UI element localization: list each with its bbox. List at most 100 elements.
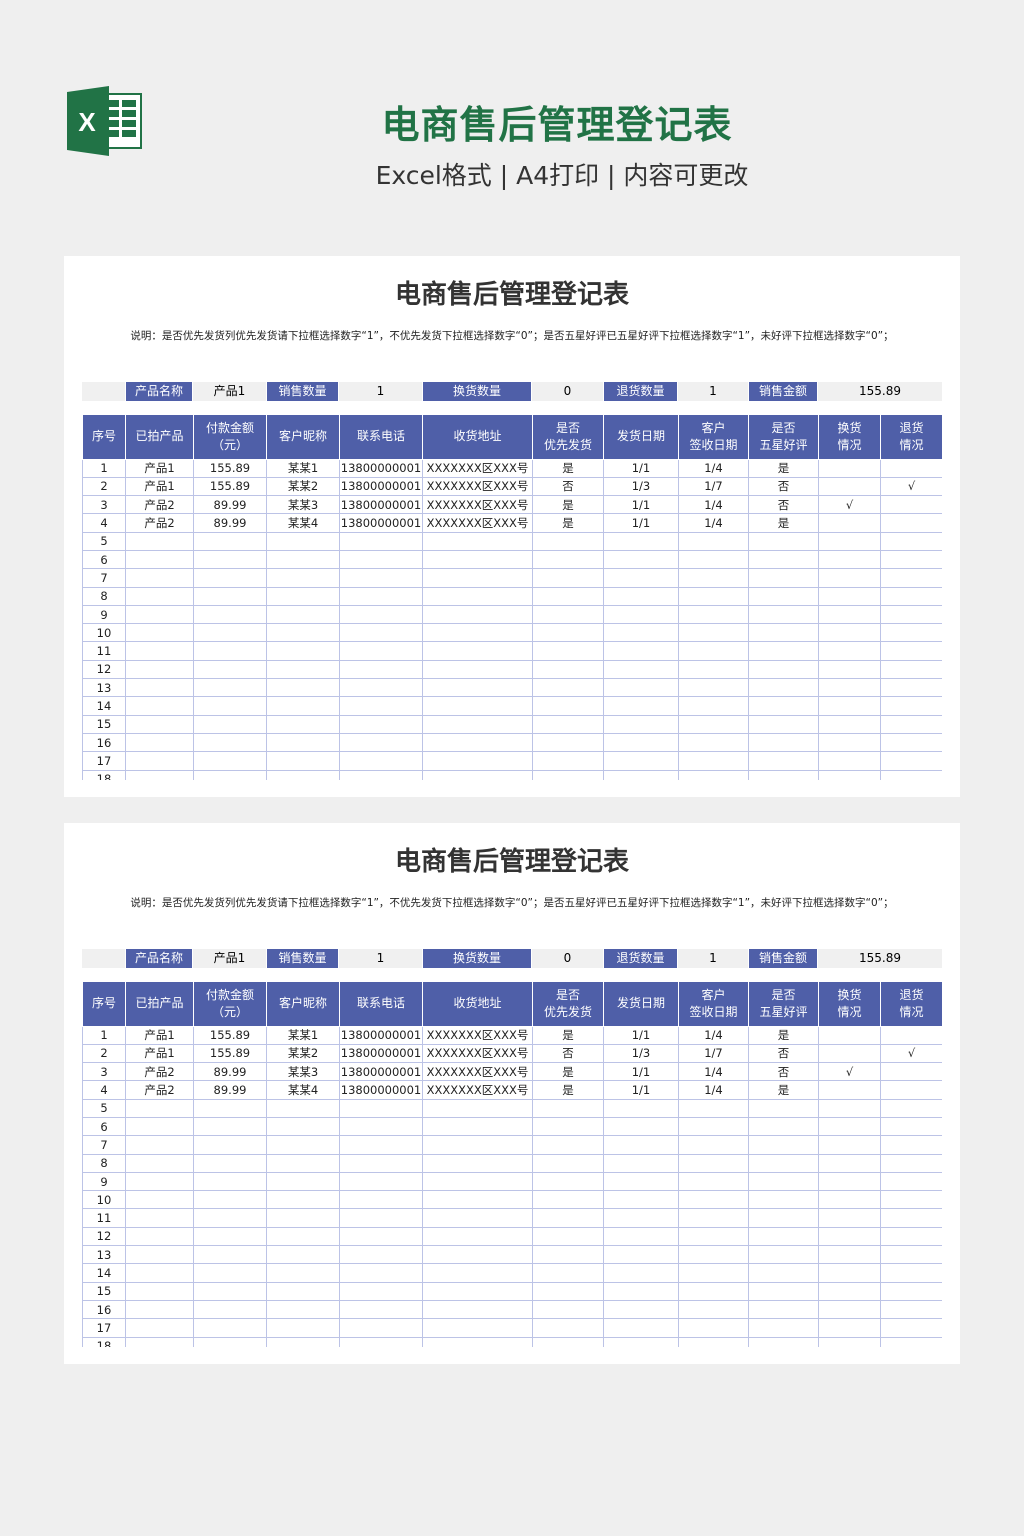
table-cell[interactable] xyxy=(339,1299,423,1320)
table-cell[interactable] xyxy=(678,1226,749,1247)
table-cell[interactable]: 16 xyxy=(82,732,126,753)
table-cell[interactable] xyxy=(678,623,749,643)
table-cell[interactable] xyxy=(880,1318,942,1338)
table-cell[interactable]: 13800000001 xyxy=(339,476,423,497)
table-cell[interactable] xyxy=(125,1336,194,1347)
table-cell[interactable] xyxy=(532,659,604,680)
table-cell[interactable] xyxy=(748,641,819,661)
table-cell[interactable] xyxy=(422,751,533,771)
table-cell[interactable] xyxy=(818,696,881,716)
table-cell[interactable] xyxy=(603,1190,679,1210)
table-cell[interactable] xyxy=(193,1135,267,1155)
table-cell[interactable] xyxy=(339,751,423,771)
table-cell[interactable] xyxy=(748,714,819,734)
table-cell[interactable] xyxy=(266,732,340,753)
table-cell[interactable] xyxy=(678,659,749,680)
table-cell[interactable] xyxy=(125,714,194,734)
table-cell[interactable]: 1/7 xyxy=(678,476,749,497)
table-cell[interactable] xyxy=(422,1226,533,1247)
table-cell[interactable]: 产品2 xyxy=(125,495,194,515)
table-cell[interactable] xyxy=(748,531,819,551)
table-cell[interactable]: 11 xyxy=(82,641,126,661)
table-cell[interactable]: 155.89 xyxy=(193,476,267,497)
table-cell[interactable] xyxy=(125,549,194,570)
table-cell[interactable] xyxy=(422,1263,533,1283)
table-cell[interactable]: XXXXXXX区XXX号 xyxy=(422,495,533,515)
table-cell[interactable] xyxy=(422,1190,533,1210)
table-cell[interactable] xyxy=(125,1153,194,1173)
table-cell[interactable] xyxy=(339,1336,423,1347)
table-cell[interactable] xyxy=(818,1153,881,1173)
table-cell[interactable] xyxy=(818,1263,881,1283)
table-cell[interactable] xyxy=(125,1098,194,1118)
table-cell[interactable]: 某某1 xyxy=(266,1025,340,1045)
table-cell[interactable] xyxy=(193,1171,267,1192)
table-cell[interactable] xyxy=(532,751,604,771)
table-cell[interactable]: 5 xyxy=(82,1098,126,1118)
table-cell[interactable] xyxy=(748,1336,819,1347)
table-cell[interactable] xyxy=(532,1336,604,1347)
table-cell[interactable] xyxy=(266,751,340,771)
table-cell[interactable] xyxy=(818,1318,881,1338)
table-cell[interactable]: 1/4 xyxy=(678,1062,749,1082)
table-cell[interactable] xyxy=(678,604,749,625)
table-cell[interactable] xyxy=(125,751,194,771)
table-cell[interactable] xyxy=(422,1135,533,1155)
table-cell[interactable] xyxy=(125,1135,194,1155)
table-cell[interactable] xyxy=(748,1263,819,1283)
table-cell[interactable] xyxy=(880,1190,942,1210)
table-cell[interactable] xyxy=(880,678,942,698)
table-cell[interactable] xyxy=(678,1116,749,1137)
table-cell[interactable] xyxy=(818,1080,881,1100)
table-cell[interactable] xyxy=(422,1171,533,1192)
table-cell[interactable] xyxy=(880,732,942,753)
table-cell[interactable] xyxy=(532,1208,604,1228)
table-cell[interactable] xyxy=(818,1336,881,1347)
table-cell[interactable] xyxy=(125,586,194,606)
table-cell[interactable] xyxy=(532,732,604,753)
table-cell[interactable]: 155.89 xyxy=(193,1043,267,1064)
table-cell[interactable] xyxy=(678,1190,749,1210)
table-cell[interactable] xyxy=(339,1208,423,1228)
table-cell[interactable] xyxy=(266,1171,340,1192)
table-cell[interactable] xyxy=(193,1318,267,1338)
table-cell[interactable] xyxy=(125,1226,194,1247)
table-cell[interactable]: 13800000001 xyxy=(339,513,423,533)
table-cell[interactable] xyxy=(125,1299,194,1320)
table-cell[interactable] xyxy=(818,1043,881,1064)
table-cell[interactable] xyxy=(193,549,267,570)
table-cell[interactable] xyxy=(125,1318,194,1338)
table-cell[interactable]: 18 xyxy=(82,1336,126,1347)
table-cell[interactable]: 产品1 xyxy=(125,476,194,497)
table-cell[interactable] xyxy=(880,1098,942,1118)
table-cell[interactable] xyxy=(748,604,819,625)
table-cell[interactable] xyxy=(266,1281,340,1301)
table-cell[interactable] xyxy=(193,623,267,643)
table-cell[interactable]: 1/7 xyxy=(678,1043,749,1064)
table-cell[interactable] xyxy=(422,641,533,661)
table-cell[interactable]: 产品1 xyxy=(125,1025,194,1045)
table-cell[interactable] xyxy=(266,1208,340,1228)
table-cell[interactable] xyxy=(339,769,423,780)
table-cell[interactable]: 6 xyxy=(82,549,126,570)
table-cell[interactable] xyxy=(603,1318,679,1338)
table-cell[interactable]: 某某4 xyxy=(266,1080,340,1100)
table-cell[interactable]: 1/4 xyxy=(678,458,749,478)
table-cell[interactable]: 产品2 xyxy=(125,1062,194,1082)
table-cell[interactable] xyxy=(818,604,881,625)
table-cell[interactable] xyxy=(193,1226,267,1247)
table-cell[interactable] xyxy=(748,1281,819,1301)
table-cell[interactable] xyxy=(339,659,423,680)
table-cell[interactable] xyxy=(603,1153,679,1173)
table-cell[interactable]: 某某3 xyxy=(266,1062,340,1082)
table-cell[interactable] xyxy=(339,678,423,698)
table-cell[interactable] xyxy=(532,696,604,716)
table-cell[interactable]: 是 xyxy=(532,1080,604,1100)
table-cell[interactable] xyxy=(678,1208,749,1228)
table-cell[interactable] xyxy=(193,1116,267,1137)
table-cell[interactable] xyxy=(603,1299,679,1320)
table-cell[interactable] xyxy=(818,476,881,497)
table-cell[interactable] xyxy=(678,732,749,753)
table-cell[interactable]: 14 xyxy=(82,696,126,716)
table-cell[interactable] xyxy=(678,586,749,606)
